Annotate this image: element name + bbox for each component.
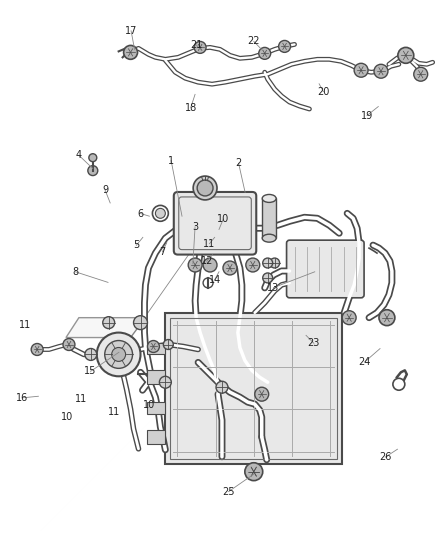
Text: 11: 11	[74, 394, 87, 404]
Text: 21: 21	[190, 40, 202, 50]
Text: 20: 20	[317, 87, 330, 96]
Bar	[148, 430, 165, 444]
Text: 24: 24	[359, 357, 371, 367]
Circle shape	[259, 47, 271, 59]
Text: 1: 1	[168, 156, 174, 166]
Text: 11: 11	[203, 239, 215, 249]
Circle shape	[152, 205, 168, 221]
Text: 16: 16	[16, 393, 28, 403]
Text: 19: 19	[361, 110, 373, 120]
Text: 10: 10	[217, 214, 230, 224]
Circle shape	[112, 348, 126, 361]
Circle shape	[148, 341, 159, 352]
Bar	[148, 402, 165, 414]
Circle shape	[374, 64, 388, 78]
Circle shape	[103, 317, 115, 329]
Circle shape	[88, 166, 98, 175]
Text: 2: 2	[236, 158, 242, 168]
Polygon shape	[66, 318, 145, 337]
Text: 23: 23	[307, 338, 320, 348]
FancyBboxPatch shape	[174, 192, 256, 255]
Circle shape	[203, 278, 213, 288]
Circle shape	[63, 338, 75, 351]
Circle shape	[194, 42, 206, 53]
Circle shape	[255, 387, 268, 401]
Text: 10: 10	[143, 400, 155, 410]
Circle shape	[31, 343, 43, 356]
Text: 12: 12	[201, 256, 213, 266]
Circle shape	[193, 176, 217, 200]
Circle shape	[159, 376, 171, 388]
Circle shape	[354, 63, 368, 77]
Text: 10: 10	[61, 413, 74, 423]
Bar	[148, 370, 165, 384]
Text: 6: 6	[138, 208, 144, 219]
Circle shape	[197, 180, 213, 196]
Circle shape	[216, 381, 228, 393]
Bar	[170, 318, 337, 459]
Text: 22: 22	[247, 36, 260, 46]
Text: 13: 13	[267, 282, 279, 293]
Text: 7: 7	[159, 247, 166, 257]
FancyBboxPatch shape	[286, 240, 364, 298]
Bar	[262, 198, 276, 238]
Circle shape	[97, 333, 141, 376]
Bar	[165, 313, 342, 464]
Circle shape	[263, 273, 273, 283]
Circle shape	[105, 341, 133, 368]
Circle shape	[379, 310, 395, 326]
Circle shape	[124, 45, 138, 59]
Circle shape	[188, 258, 202, 272]
Ellipse shape	[262, 234, 276, 242]
Circle shape	[414, 67, 427, 81]
Text: 4: 4	[76, 150, 82, 160]
Text: 5: 5	[133, 240, 139, 251]
Text: 11: 11	[109, 407, 121, 417]
FancyBboxPatch shape	[179, 197, 251, 249]
Circle shape	[263, 258, 273, 268]
Text: 9: 9	[102, 185, 108, 195]
Circle shape	[245, 463, 263, 481]
Circle shape	[85, 349, 97, 360]
Circle shape	[279, 41, 290, 52]
Circle shape	[163, 340, 173, 350]
Text: 25: 25	[223, 487, 235, 497]
Circle shape	[203, 258, 217, 272]
Text: 17: 17	[125, 26, 137, 36]
Text: 26: 26	[379, 452, 392, 462]
Circle shape	[270, 258, 279, 268]
Text: 3: 3	[192, 222, 198, 232]
Text: 14: 14	[208, 274, 221, 285]
Circle shape	[223, 261, 237, 275]
Circle shape	[134, 316, 148, 329]
Circle shape	[398, 47, 414, 63]
Circle shape	[246, 464, 262, 480]
Ellipse shape	[262, 195, 276, 203]
Text: 18: 18	[184, 103, 197, 112]
Circle shape	[89, 154, 97, 161]
Text: 11: 11	[19, 320, 32, 330]
Circle shape	[155, 208, 165, 219]
Text: 15: 15	[85, 366, 97, 376]
Circle shape	[342, 311, 356, 325]
Text: 8: 8	[72, 267, 78, 277]
Circle shape	[393, 378, 405, 390]
Bar	[148, 343, 165, 354]
Circle shape	[246, 258, 260, 272]
